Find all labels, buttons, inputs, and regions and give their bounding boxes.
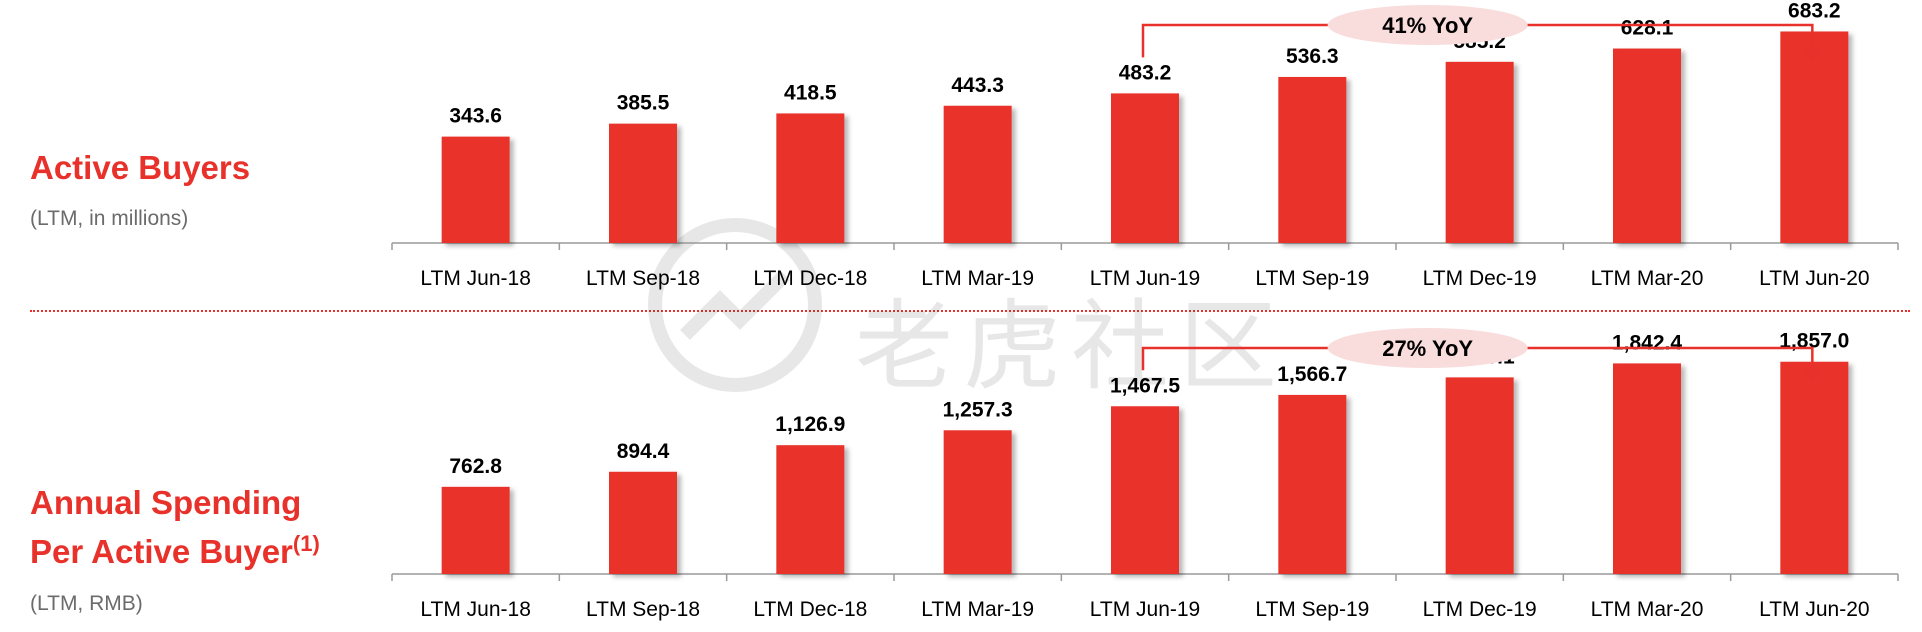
bar [776,113,845,243]
bar [441,486,510,574]
category-label: LTM Jun-19 [1090,267,1201,290]
category-label: LTM Mar-20 [1591,267,1704,290]
data-label: 1,467.5 [1110,374,1180,397]
yoy-bubble [1327,5,1528,45]
data-label: 418.5 [784,81,837,104]
active-buyers-title: Active Buyers [30,149,251,186]
bar [776,445,845,574]
category-label: LTM Dec-19 [1423,267,1537,290]
category-label: LTM Mar-19 [921,267,1034,290]
bar [441,136,510,243]
bar [1445,61,1514,243]
data-label: 894.4 [617,440,670,463]
category-label: LTM Sep-18 [586,598,700,621]
data-label: 683.2 [1788,0,1841,22]
data-label: 1,566.7 [1277,363,1347,386]
category-label: LTM Mar-19 [921,598,1034,621]
yoy-bubble [1327,328,1528,368]
footnote-marker: (1) [292,531,320,556]
category-label: LTM Jun-19 [1090,598,1201,621]
data-label: 628.1 [1621,17,1674,40]
bar [1613,363,1681,574]
bar [609,123,677,243]
category-label: LTM Dec-19 [1423,598,1537,621]
spending-title: Annual Spending Per Active Buyer(1) [30,478,320,576]
yoy-label: 41% YoY [1382,13,1473,38]
spending-title-line2: Per Active Buyer [30,533,293,570]
section-divider [30,310,1910,312]
bar [1278,394,1347,574]
bar [1111,93,1179,244]
category-label: LTM Jun-18 [420,267,531,290]
category-label: LTM Sep-19 [1255,267,1369,290]
spending-per-buyer-chart: 762.8 LTM Jun-18 894.4 LTM Sep-18 1,126.9 LTM… [391,328,1899,621]
bar [943,105,1012,243]
category-label: LTM Jun-20 [1759,598,1870,621]
data-label: 1,857.0 [1779,330,1849,353]
spending-subtitle: (LTM, RMB) [30,592,143,615]
data-label: 762.8 [449,455,502,478]
bar [1613,48,1681,244]
bar [1278,76,1347,243]
category-label: LTM Jun-18 [420,598,531,621]
category-label: LTM Mar-20 [1591,598,1704,621]
yoy-arrowhead [1803,49,1822,63]
data-label: 483.2 [1119,61,1172,84]
yoy-label: 27% YoY [1382,336,1473,361]
data-label: 1,257.3 [943,398,1013,421]
bar [609,471,677,574]
category-label: LTM Dec-18 [753,267,867,290]
data-label: 1,126.9 [775,413,845,436]
category-label: LTM Sep-18 [586,267,700,290]
active-buyers-chart: 343.6 LTM Jun-18 385.5 LTM Sep-18 418.5 LTM D… [391,0,1899,290]
data-label: 343.6 [449,105,502,128]
data-label: 1,842.4 [1612,331,1682,354]
active-buyers-subtitle: (LTM, in millions) [30,207,189,230]
bar [1780,361,1849,574]
bar [1445,377,1514,574]
spending-title-line1: Annual Spending [30,484,302,521]
yoy-arrowhead [1803,370,1822,384]
data-label: 536.3 [1286,45,1339,68]
bar [1780,31,1849,244]
category-label: LTM Dec-18 [753,598,867,621]
category-label: LTM Jun-20 [1759,267,1870,290]
bar [1111,406,1179,574]
category-label: LTM Sep-19 [1255,598,1369,621]
bar [943,430,1012,574]
data-label: 385.5 [617,92,670,115]
data-label: 443.3 [951,74,1004,97]
